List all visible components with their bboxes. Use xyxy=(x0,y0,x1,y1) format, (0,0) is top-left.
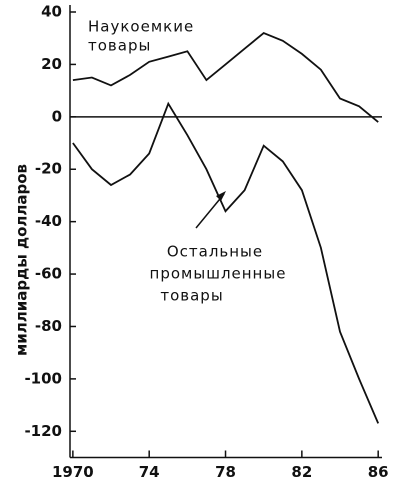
series-line xyxy=(72,31,379,123)
y-tick-label: -120 xyxy=(24,422,62,440)
y-tick-label: -40 xyxy=(35,212,62,230)
annotation: Остальные xyxy=(167,243,263,261)
x-tick-label: 1970 xyxy=(52,463,94,481)
y-tick-label: -60 xyxy=(35,265,62,283)
arrow-head xyxy=(216,191,226,201)
x-tick-label: 86 xyxy=(368,463,389,481)
annotation: промышленные xyxy=(150,265,287,283)
y-tick-label: 40 xyxy=(41,3,62,21)
series-line xyxy=(72,101,380,424)
annotation: товары xyxy=(88,37,151,55)
annotation: Наукоемкие xyxy=(88,18,194,36)
y-tick-label: -20 xyxy=(35,160,62,178)
y-tick-label: -100 xyxy=(24,369,62,387)
annotation: товары xyxy=(160,287,223,305)
y-tick-label: -80 xyxy=(35,317,62,335)
y-tick-label: 20 xyxy=(41,55,62,73)
x-tick-label: 74 xyxy=(139,463,160,481)
y-axis-label: миллиарды долларов xyxy=(13,164,31,356)
x-tick-label: 78 xyxy=(215,463,236,481)
x-tick-label: 82 xyxy=(291,463,312,481)
y-tick-label: 0 xyxy=(52,107,62,125)
